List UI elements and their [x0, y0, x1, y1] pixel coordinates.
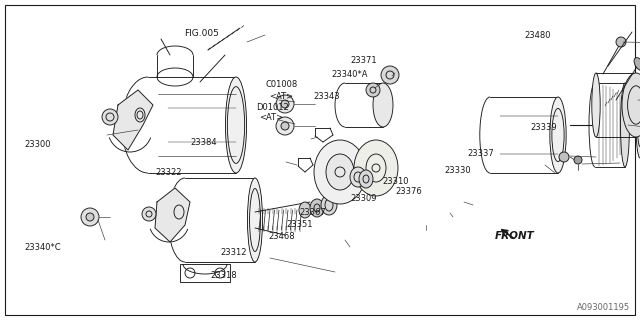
Text: 23351: 23351: [287, 220, 313, 229]
Ellipse shape: [354, 140, 398, 196]
Ellipse shape: [281, 122, 289, 130]
Ellipse shape: [102, 109, 118, 125]
Ellipse shape: [373, 83, 393, 127]
Text: <AT>: <AT>: [269, 92, 293, 100]
Ellipse shape: [310, 199, 324, 217]
Polygon shape: [113, 90, 153, 150]
Ellipse shape: [299, 202, 311, 218]
Text: <AT>: <AT>: [259, 113, 284, 122]
Text: 23300: 23300: [24, 140, 51, 149]
Bar: [180, 264, 230, 282]
Text: FRONT: FRONT: [495, 231, 534, 241]
Text: 23318: 23318: [210, 271, 237, 280]
Ellipse shape: [86, 213, 94, 221]
Ellipse shape: [359, 170, 373, 188]
Ellipse shape: [550, 97, 566, 173]
Ellipse shape: [634, 58, 640, 70]
Ellipse shape: [574, 156, 582, 164]
Text: 23310: 23310: [383, 177, 409, 186]
Ellipse shape: [248, 178, 262, 262]
Ellipse shape: [276, 117, 294, 135]
Text: FIG.005: FIG.005: [184, 29, 219, 38]
Ellipse shape: [366, 83, 380, 97]
Ellipse shape: [592, 73, 600, 137]
Text: 23371: 23371: [351, 56, 378, 65]
Text: 23330: 23330: [444, 166, 471, 175]
Text: 23312: 23312: [221, 248, 247, 257]
Ellipse shape: [314, 140, 366, 204]
Ellipse shape: [276, 95, 294, 113]
Text: 23337: 23337: [467, 149, 494, 158]
Text: 23340*A: 23340*A: [332, 70, 368, 79]
Polygon shape: [155, 188, 190, 242]
Ellipse shape: [559, 152, 569, 162]
Text: 23384: 23384: [191, 138, 218, 147]
Ellipse shape: [321, 195, 337, 215]
Text: 23339: 23339: [530, 123, 557, 132]
Ellipse shape: [142, 207, 156, 221]
Text: D01012: D01012: [256, 103, 289, 112]
Ellipse shape: [326, 154, 354, 190]
Ellipse shape: [616, 37, 626, 47]
Ellipse shape: [636, 82, 640, 158]
Ellipse shape: [281, 100, 289, 108]
Text: 23343: 23343: [314, 92, 340, 100]
Ellipse shape: [381, 66, 399, 84]
Ellipse shape: [81, 208, 99, 226]
Text: 23322: 23322: [156, 168, 182, 177]
Text: C01008: C01008: [266, 80, 298, 89]
Ellipse shape: [622, 73, 640, 137]
Text: 23367: 23367: [300, 208, 326, 217]
Text: 23340*C: 23340*C: [24, 243, 61, 252]
Text: A093001195: A093001195: [577, 303, 630, 312]
Ellipse shape: [225, 77, 246, 173]
Ellipse shape: [621, 83, 630, 167]
Text: 23309: 23309: [351, 194, 377, 203]
Ellipse shape: [350, 167, 366, 187]
Text: 23468: 23468: [269, 232, 296, 241]
Text: 23480: 23480: [525, 31, 551, 40]
Text: 23376: 23376: [396, 188, 422, 196]
